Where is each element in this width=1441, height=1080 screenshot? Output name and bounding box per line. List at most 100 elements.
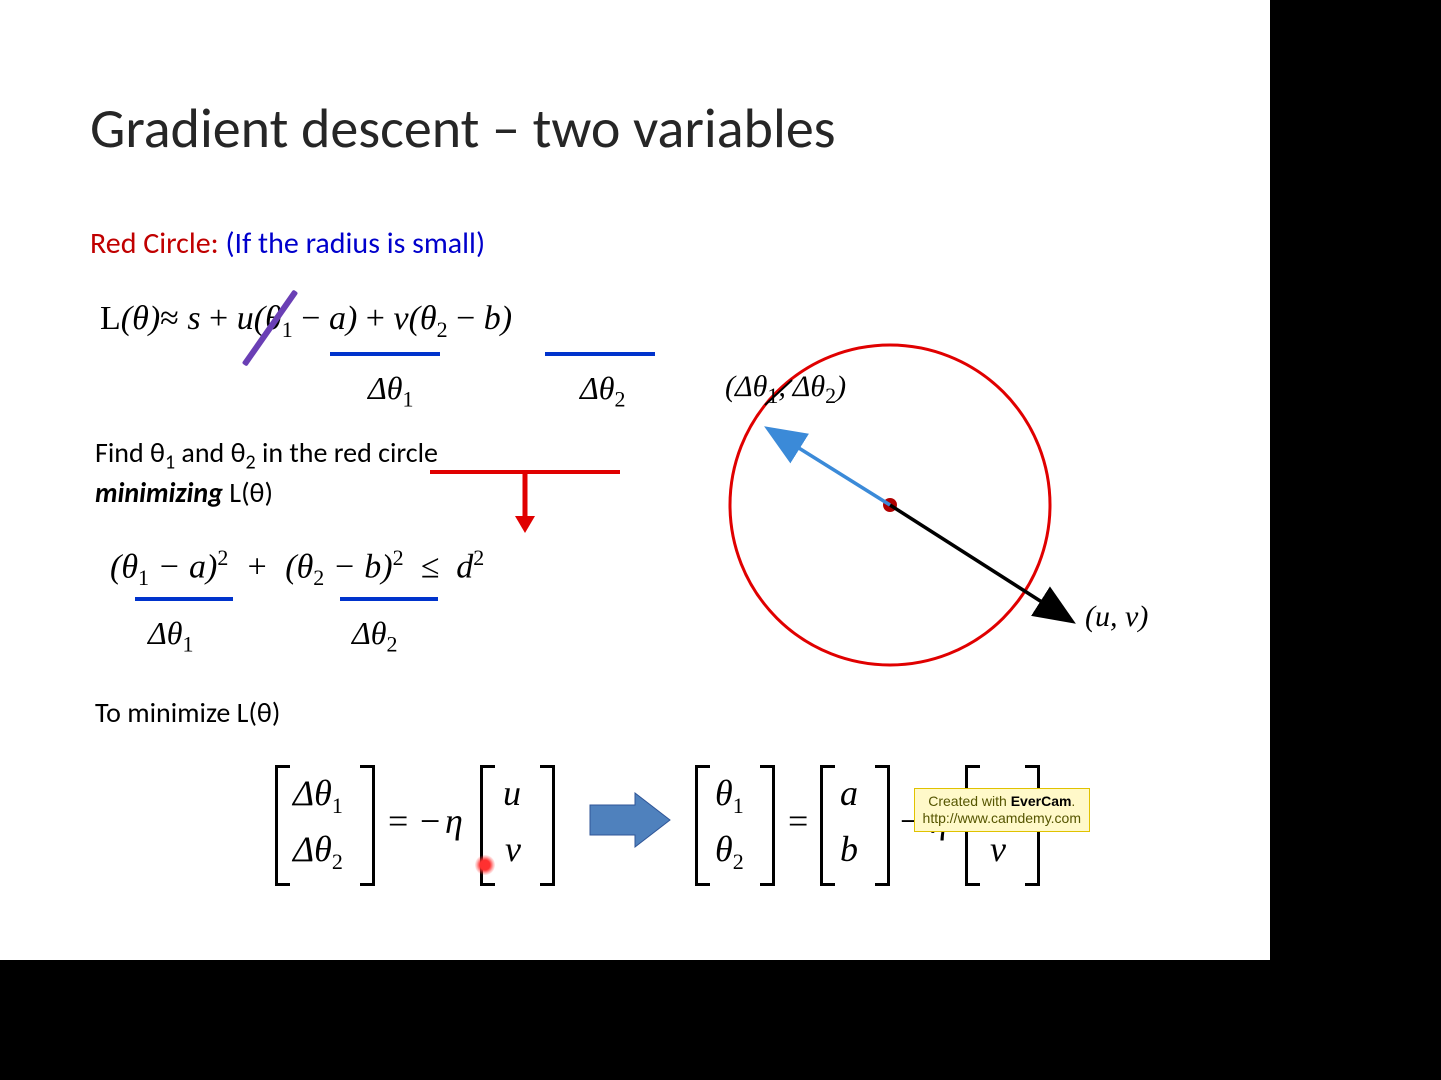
dtheta1-label-eq2: Δθ1	[148, 615, 194, 657]
mth1s: 1	[733, 793, 744, 818]
eq2-a: a	[189, 548, 206, 585]
to-minimize-line: To minimize L(θ)	[95, 695, 280, 730]
black-bar-right	[1270, 0, 1441, 1080]
eq1-sub1: 1	[282, 317, 293, 342]
l2b-em: minimizing	[95, 475, 223, 510]
dth2a-sub: 2	[615, 386, 626, 411]
uline-theta1a-eq1	[330, 352, 440, 356]
watermark: Created with EverCam. http://www.camdemy…	[914, 788, 1090, 832]
eq1-v: v	[393, 300, 408, 337]
mat-b: b	[840, 828, 858, 870]
subtitle-red: Red Circle:	[90, 225, 225, 262]
uv-label: (u, v)	[1085, 600, 1148, 634]
br-l4	[820, 765, 835, 886]
eq1-u: u	[237, 300, 254, 337]
find-line-1: Find θ1 and θ2 in the red circle	[95, 435, 438, 475]
vdl2s: 2	[825, 383, 836, 408]
dtheta-label-strike	[760, 375, 800, 415]
subtitle-line: Red Circle: (If the radius is small)	[90, 225, 485, 262]
mat-minus1: −	[420, 800, 440, 842]
dth2b: Δθ	[352, 615, 387, 651]
eq2-sq1: 2	[217, 545, 228, 570]
l2b-tail: L(θ)	[223, 475, 273, 510]
eq2-le: ≤	[421, 548, 440, 585]
l2a-s1: 1	[165, 451, 175, 475]
mth2s: 2	[733, 849, 744, 874]
mat-dth2: Δθ2	[293, 828, 343, 875]
mdth2s: 2	[332, 849, 343, 874]
eq1-min1: −	[301, 300, 320, 337]
subtitle-blue: (If the radius is small)	[225, 225, 485, 262]
eq1-plus2: +	[366, 300, 385, 337]
br-r3	[760, 765, 775, 886]
mdth1s: 1	[332, 793, 343, 818]
uline-theta2b-eq2	[340, 597, 438, 601]
find-line-2: minimizing L(θ)	[95, 475, 273, 510]
eq1-L: L	[100, 300, 121, 337]
eq1-s: s	[187, 300, 200, 337]
dtheta1-label-eq1: Δθ1	[368, 370, 414, 412]
eq2-m2: −	[333, 548, 356, 585]
mat-dth1: Δθ1	[293, 772, 343, 819]
eq2-sq2: 2	[393, 545, 404, 570]
br-r1	[360, 765, 375, 886]
eq2-sq3: 2	[473, 545, 484, 570]
vdle: )	[836, 370, 846, 403]
slide: Gradient descent – two variables Red Cir…	[0, 0, 1270, 960]
dth1b: Δθ	[148, 615, 183, 651]
mat-eq2: =	[788, 800, 808, 842]
uline-theta2b-eq1	[545, 352, 655, 356]
red-down-arrow	[430, 468, 630, 538]
uline-theta1a-eq2	[135, 597, 233, 601]
constraint-equation: (θ1 − a)2 + (θ2 − b)2 ≤ d2	[110, 545, 484, 591]
mat-th1: θ1	[715, 772, 744, 819]
eq1-b: b	[484, 300, 501, 337]
dth2b-sub: 2	[387, 631, 398, 656]
block-arrow-icon	[585, 790, 675, 850]
uvc: ,	[1110, 600, 1125, 633]
wm-line2: http://www.camdemy.com	[923, 810, 1081, 827]
eq2-s1: 1	[138, 565, 149, 590]
mat-eta1: η	[445, 800, 463, 842]
dth1a-sub: 1	[403, 386, 414, 411]
eq2-plus: +	[245, 548, 268, 585]
eq2-th2: θ	[297, 548, 314, 585]
eq2-m1: −	[158, 548, 181, 585]
slide-title: Gradient descent – two variables	[90, 95, 836, 163]
uvv: v	[1125, 600, 1138, 633]
laser-pointer	[475, 855, 495, 875]
mat-u1: u	[503, 772, 521, 814]
eq1-a: a	[329, 300, 346, 337]
l2a: Find θ	[95, 435, 165, 470]
wm1c: .	[1071, 793, 1075, 809]
eq1-theta: θ	[132, 300, 149, 337]
eq2-th1: θ	[121, 548, 138, 585]
black-bar-bottom	[0, 960, 1441, 1080]
br-r4	[875, 765, 890, 886]
dtheta2-label-eq2: Δθ2	[352, 615, 398, 657]
l2a-s2: 2	[245, 451, 255, 475]
dtheta2-label-eq1: Δθ2	[580, 370, 626, 412]
l2a-mid: and θ	[175, 435, 245, 470]
taylor-equation: L(θ)≈ s + u(θ1 − a) + v(θ2 − b)	[100, 300, 512, 343]
mth1: θ	[715, 773, 733, 813]
br-l3	[695, 765, 710, 886]
mat-eq1: =	[388, 800, 408, 842]
mdth1: Δθ	[293, 773, 332, 813]
uvu: u	[1095, 600, 1110, 633]
mat-v1: v	[505, 828, 521, 870]
eq1-sub2: 2	[437, 317, 448, 342]
eq2-s2: 2	[313, 565, 324, 590]
br-r2	[540, 765, 555, 886]
br-l1	[275, 765, 290, 886]
wm1a: Created with	[928, 793, 1010, 809]
eq2-b: b	[364, 548, 381, 585]
eq1-plus1: +	[209, 300, 228, 337]
eq1-th2: θ	[420, 300, 437, 337]
uvcl: )	[1138, 600, 1148, 633]
dth2a: Δθ	[580, 370, 615, 406]
mdth2: Δθ	[293, 829, 332, 869]
mat-th2: θ2	[715, 828, 744, 875]
dth1b-sub: 1	[183, 631, 194, 656]
dth1a: Δθ	[368, 370, 403, 406]
